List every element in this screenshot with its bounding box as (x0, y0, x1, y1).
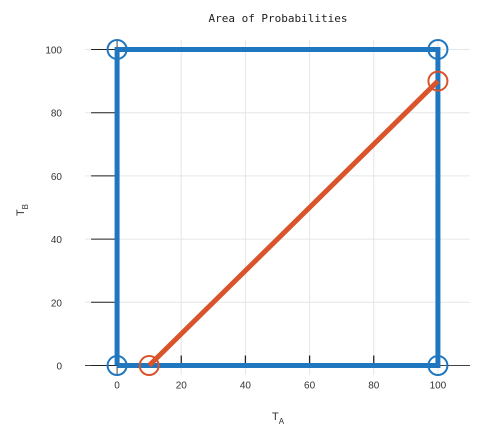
series-0-line (114, 46, 441, 369)
series-1-marker (138, 355, 160, 377)
x-tick-label: 60 (304, 381, 316, 392)
x-axis-label-sub: A (279, 417, 285, 426)
chart-title: Area of Probabilities (208, 12, 347, 25)
x-axis-label-main: T (272, 411, 279, 423)
series-group (106, 38, 449, 377)
y-tick-label: 0 (56, 362, 62, 373)
series-0-marker (427, 355, 449, 377)
y-tick-label: 60 (51, 172, 63, 183)
series-1-line (147, 79, 440, 368)
series-0-marker (106, 355, 128, 377)
series-1-marker (427, 70, 449, 92)
x-tick-label: 20 (176, 381, 188, 392)
y-tick-label: 20 (51, 298, 63, 309)
series-0-marker (427, 38, 449, 60)
x-tick-label: 100 (430, 381, 447, 392)
x-axis-label: TA (272, 411, 285, 426)
grid (85, 40, 470, 375)
y-axis-label: TB (15, 204, 30, 216)
x-tick-label: 80 (368, 381, 380, 392)
x-tick-label: 40 (240, 381, 252, 392)
series-0-marker (106, 38, 128, 60)
y-tick-label: 100 (45, 45, 62, 56)
y-axis-label-main: T (15, 209, 27, 216)
axes (85, 40, 470, 375)
x-tick-label: 0 (114, 381, 120, 392)
tick-labels: 0 20 40 60 80 100 0 20 40 60 80 100 (45, 45, 446, 391)
y-axis-label-sub: B (21, 204, 30, 209)
y-tick-label: 40 (51, 235, 63, 246)
y-tick-label: 80 (51, 109, 63, 120)
